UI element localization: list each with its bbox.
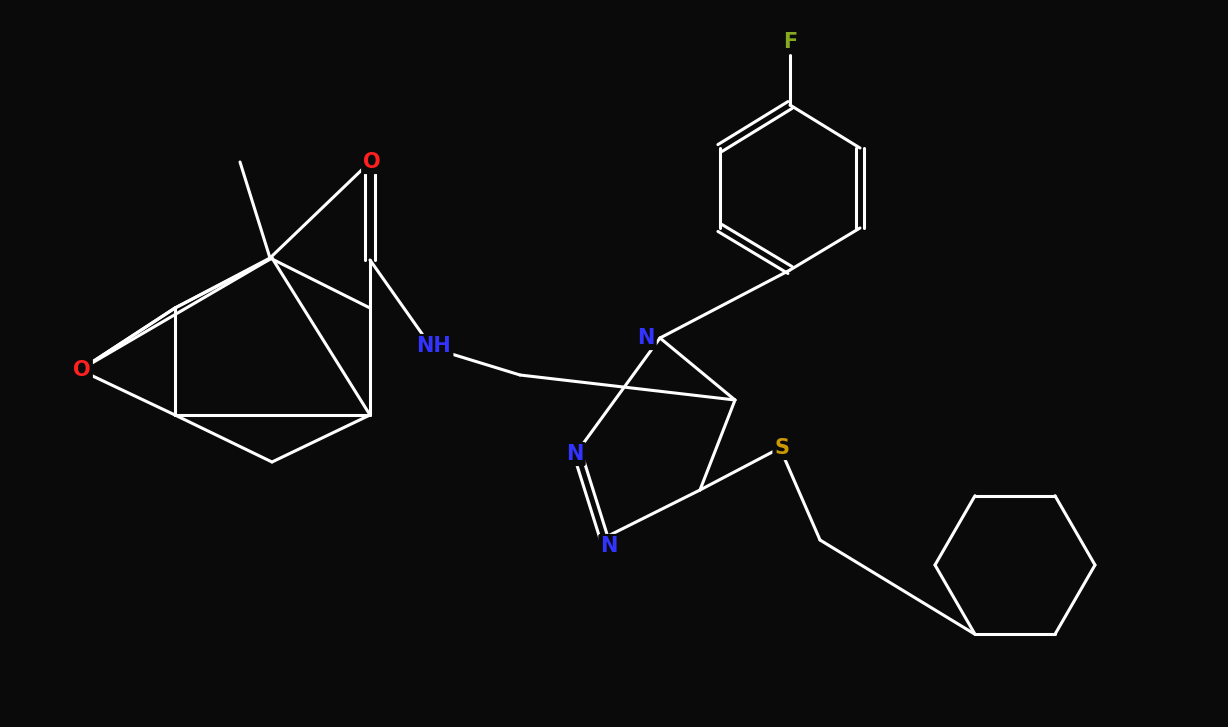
Text: N: N (566, 444, 583, 464)
Text: F: F (783, 32, 797, 52)
Text: O: O (74, 360, 91, 380)
Text: N: N (637, 328, 655, 348)
Text: NH: NH (416, 336, 452, 356)
Text: O: O (363, 152, 381, 172)
Text: S: S (775, 438, 790, 458)
Text: N: N (600, 536, 618, 556)
